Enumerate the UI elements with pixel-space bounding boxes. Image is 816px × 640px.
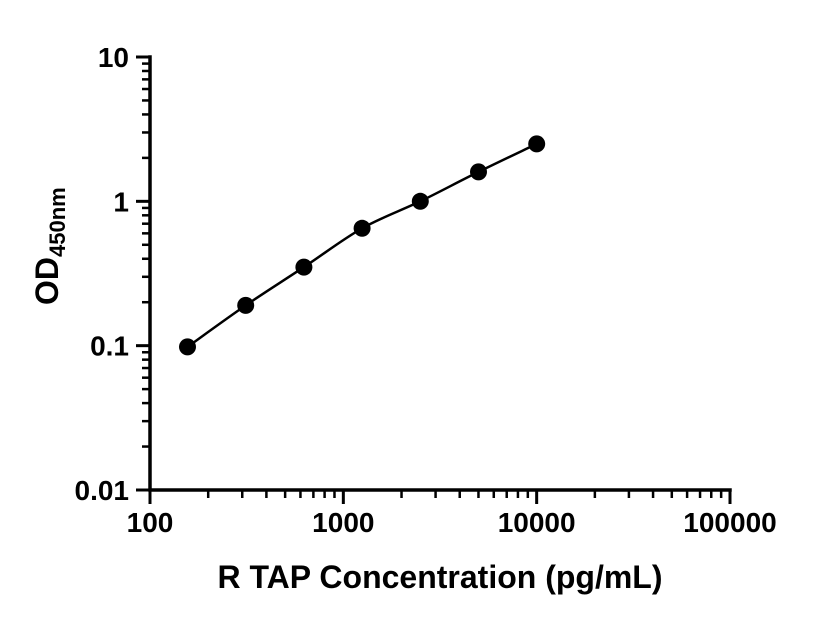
data-point bbox=[411, 192, 429, 210]
data-point bbox=[295, 258, 313, 276]
y-axis-title-subscript: 450nm bbox=[45, 187, 70, 257]
y-tick-label: 0.01 bbox=[75, 475, 130, 506]
x-axis-title: R TAP Concentration (pg/mL) bbox=[217, 559, 662, 595]
data-point bbox=[528, 135, 546, 153]
x-tick-label: 100000 bbox=[683, 507, 776, 538]
y-axis-title: OD450nm bbox=[29, 187, 70, 305]
y-tick-label: 1 bbox=[113, 186, 129, 217]
data-point bbox=[237, 296, 255, 314]
data-points-layer bbox=[179, 135, 546, 356]
data-point bbox=[179, 338, 196, 356]
x-tick-label: 100 bbox=[127, 507, 174, 538]
x-tick-label: 1000 bbox=[312, 507, 374, 538]
axes: 100 1000 10000 100000 10 1 0.1 0.01 bbox=[75, 42, 777, 538]
y-axis-title-main: OD bbox=[29, 257, 65, 305]
axis-spines bbox=[148, 55, 732, 492]
y-tick-label: 0.1 bbox=[90, 331, 129, 362]
data-point bbox=[353, 219, 371, 237]
x-tick-label: 10000 bbox=[498, 507, 576, 538]
y-tick-label: 10 bbox=[98, 42, 129, 73]
data-point bbox=[470, 163, 487, 181]
